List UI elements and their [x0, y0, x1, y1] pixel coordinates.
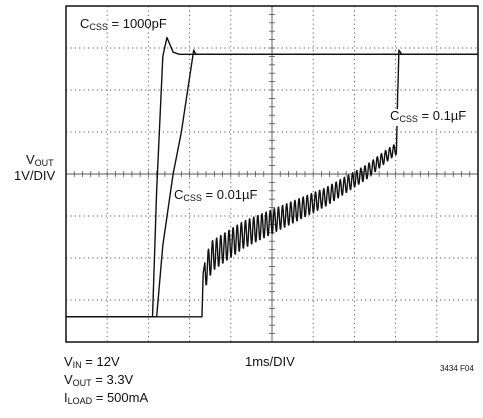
condition-iload: ILOAD = 500mA	[64, 390, 149, 407]
trace-series-2	[66, 49, 478, 318]
trace-series-3	[65, 49, 479, 318]
ccss-01uf-label: CCSS = 0.1µF	[388, 108, 469, 126]
trace-series-1	[66, 36, 478, 318]
y-axis-label-div: 1V/DIV	[14, 168, 56, 183]
grid-layer	[65, 5, 479, 343]
ccss-1000pf-label: CCSS = 1000pF	[80, 16, 167, 33]
traces-layer	[65, 36, 479, 318]
plot-frame	[65, 5, 479, 343]
x-axis-timebase-label: 1ms/DIV	[245, 354, 295, 369]
ccss-001uf-label: CCSS = 0.01µF	[172, 187, 260, 205]
condition-vin: VIN = 12V	[64, 354, 120, 371]
y-axis-label-vout: VOUT	[26, 152, 54, 169]
condition-vout: VOUT = 3.3V	[64, 372, 134, 389]
figure-id: 3434 F04	[440, 364, 474, 373]
